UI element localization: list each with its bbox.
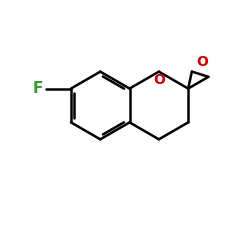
Text: O: O — [153, 73, 165, 87]
Text: O: O — [196, 55, 208, 69]
Text: F: F — [33, 81, 43, 96]
